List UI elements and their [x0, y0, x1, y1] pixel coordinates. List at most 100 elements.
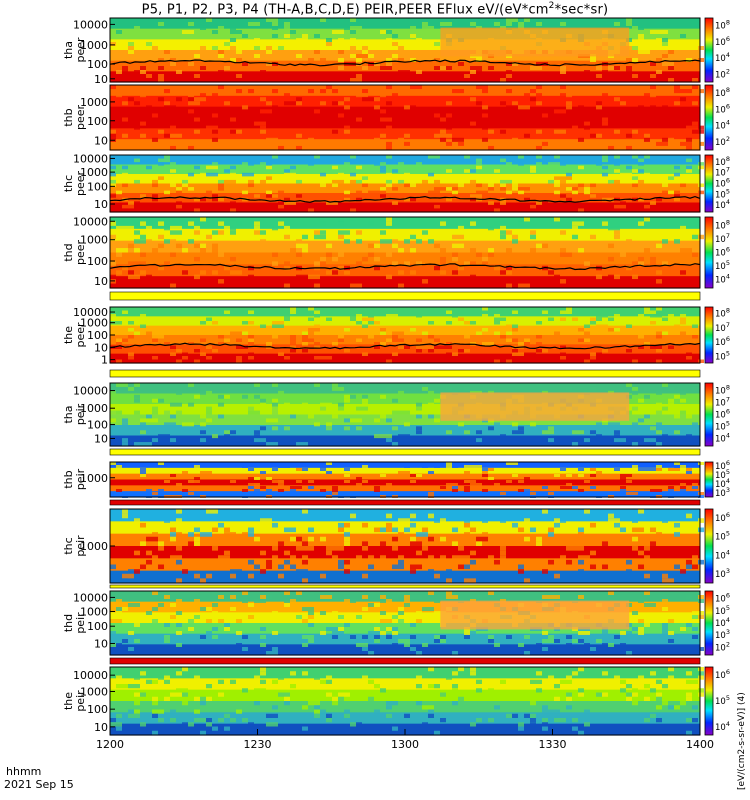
cell [500, 492, 506, 495]
cell [698, 667, 704, 672]
cell [206, 359, 212, 363]
cell [116, 410, 122, 415]
cell [284, 692, 290, 697]
cell [632, 208, 638, 212]
cell [386, 30, 392, 34]
colorbar-units-label: [eV/(cm2-s-sr-eV)] (4) [737, 692, 747, 790]
cell [332, 165, 338, 170]
cell [332, 611, 338, 615]
band [110, 155, 700, 166]
cell [596, 274, 602, 280]
cell [308, 162, 314, 166]
cell [374, 137, 380, 142]
cell [662, 54, 668, 58]
cell [146, 274, 152, 280]
cell [146, 442, 152, 446]
cell [344, 569, 350, 574]
cell [608, 66, 614, 70]
cell [482, 328, 488, 332]
cell [206, 509, 212, 514]
cell [158, 438, 164, 443]
cell [176, 97, 182, 102]
cell [458, 671, 464, 676]
cell [140, 468, 146, 471]
cell [398, 518, 404, 523]
cell [470, 155, 476, 159]
cell [344, 239, 350, 244]
cell [674, 324, 680, 328]
cell [254, 438, 260, 443]
cell [662, 137, 668, 142]
band [110, 644, 700, 656]
cell [410, 328, 416, 332]
colorbar-tick-exponent: 4 [726, 720, 730, 728]
cell [194, 165, 200, 170]
cell [698, 58, 704, 62]
cell [572, 430, 578, 435]
cell [464, 335, 470, 339]
cell [638, 345, 644, 349]
cell [374, 243, 380, 249]
cell [380, 434, 386, 439]
colorbar-tick-exponent: 2 [726, 640, 730, 648]
colorbar [704, 666, 714, 736]
cell [152, 356, 158, 360]
cell [236, 58, 242, 62]
cell [140, 509, 146, 514]
cell [266, 442, 272, 446]
cell [116, 70, 122, 74]
panel-frame [109, 382, 701, 447]
cell [164, 595, 170, 599]
cell [326, 546, 332, 551]
colorbar-tick-exponent: 4 [726, 272, 730, 280]
colorbar-tick-label: 104 [715, 272, 730, 285]
cell [410, 34, 416, 38]
cell [350, 85, 356, 90]
cell [296, 155, 302, 159]
colorbar [704, 306, 714, 364]
cell [374, 603, 380, 607]
cell [422, 607, 428, 611]
cell [392, 410, 398, 415]
cell [404, 595, 410, 599]
cell [590, 468, 596, 471]
cell [278, 324, 284, 328]
cell [674, 85, 680, 90]
cell [272, 492, 278, 495]
cell [128, 631, 134, 635]
cell [524, 651, 530, 655]
cell [200, 430, 206, 435]
cell [218, 335, 224, 339]
cell [428, 684, 434, 689]
cell [602, 117, 608, 122]
cell [110, 183, 116, 188]
cell [662, 684, 668, 689]
cell [326, 252, 332, 257]
cell [248, 89, 254, 94]
cell [566, 176, 572, 180]
cell [302, 730, 308, 735]
cell [422, 643, 428, 647]
cell [122, 183, 128, 188]
cell [482, 261, 488, 266]
cell [212, 310, 218, 314]
cell [386, 359, 392, 363]
cell [692, 635, 698, 639]
cell [362, 176, 368, 180]
cell [680, 248, 686, 253]
cell [530, 248, 536, 253]
cell [614, 422, 620, 427]
cell [662, 317, 668, 321]
cell [242, 331, 248, 335]
cell [260, 129, 266, 134]
cell [356, 239, 362, 244]
cell [368, 158, 374, 163]
cell [302, 243, 308, 249]
cell [128, 709, 134, 714]
cell [224, 430, 230, 435]
cell [566, 93, 572, 98]
cell [650, 713, 656, 718]
cell [290, 307, 296, 311]
cell [440, 462, 446, 465]
cell [680, 486, 686, 489]
